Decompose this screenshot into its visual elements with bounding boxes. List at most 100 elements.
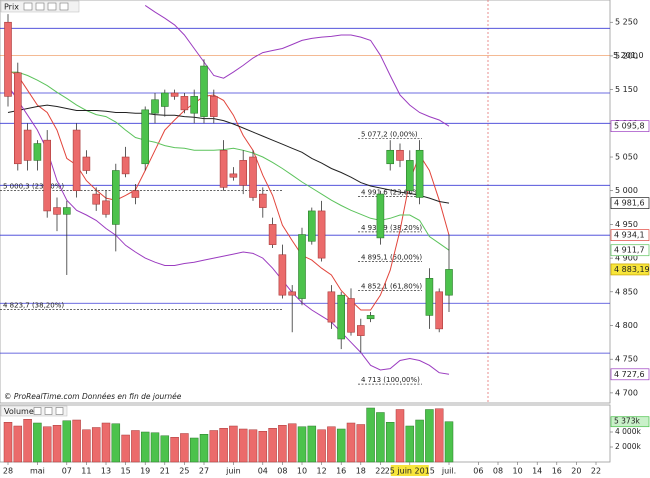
volume-bar [13,425,23,463]
candle-body [337,294,346,340]
volume-bar [238,428,248,463]
x-tick-label: 21 [160,467,170,476]
x-tick-label: 28 [3,467,13,476]
volume-bar [229,425,238,463]
x-tick-label: 16 [552,467,562,476]
candle-body [425,278,434,316]
volume-bar [434,408,444,463]
value-box-label: 4 911,7 [614,246,645,255]
fib-label: 5 077,2 (0,00%) [361,131,418,139]
y-tick-label: 4 000k [615,427,641,436]
y-tick-label: 5 150 [615,85,638,94]
fib-label: 4 991,6 (23,60%) [361,188,422,196]
tool-icon[interactable] [33,407,42,415]
volume-bar [376,412,385,463]
x-tick-label: 07 [62,467,72,476]
value-box-label: 4 883,19 [614,265,650,274]
volume-bar [180,433,189,463]
volume-bar [209,430,219,463]
x-tick-label: 18 [356,467,366,476]
candle-body [23,129,32,161]
candle-body [317,210,326,259]
candle-body [190,96,198,114]
candle-body [298,234,306,299]
y-tick-label: 2 000k [615,442,641,451]
volume-bar [356,424,366,463]
candle-body [170,92,179,97]
volume-bar [131,430,140,463]
candle-body [396,149,404,161]
volume-bar [101,422,111,463]
volume-bar [444,421,454,463]
candle-body [43,139,52,212]
candle-body [210,96,218,117]
value-box [610,368,650,381]
volume-bar [268,428,277,463]
volume-bar [111,423,121,463]
indicator-line [7,85,450,375]
x-tick-label: 25 juin 2015 [385,467,435,476]
tool-icon[interactable] [23,2,33,11]
volume-bar [3,422,13,463]
volume-bar [258,431,268,463]
fib-label: 4 852,1 (61,80%) [361,282,422,290]
y-tick-label: 4 850 [615,287,638,296]
volume-bar [336,428,346,463]
candle-body [307,210,316,242]
volume-bar [170,437,179,463]
volume-bar [297,426,307,463]
candle-body [356,325,365,336]
volume-bar [287,423,297,463]
volume-bar [91,427,101,463]
x-tick-label: 04 [258,467,268,476]
resistance-label: 5 201,0 [613,51,644,60]
candle-body [200,65,208,117]
candle-body [53,207,61,215]
x-tick-label: 22 [591,467,601,476]
x-tick-label: 10 [297,467,307,476]
x-tick-label: 15 [121,467,131,476]
price-panel [0,0,611,404]
x-tick-label: mai [30,467,45,476]
candle-body [62,207,71,215]
tool-icon[interactable] [47,2,57,11]
candle-body [347,298,355,333]
x-tick-label: 08 [493,467,503,476]
x-tick-label: 25 [179,467,189,476]
value-box-label: 4 981,6 [614,199,645,208]
volume-bar [82,429,91,463]
value-box-label: 5 373k [614,417,640,426]
x-tick-label: juil. [441,467,456,476]
candle-body [102,200,110,215]
candle-body [376,193,385,239]
tool-icon[interactable] [44,407,53,415]
candle-body [141,109,149,165]
volume-bar [425,409,434,463]
value-box [610,244,650,257]
candle-body [151,99,159,114]
tool-icon[interactable] [55,407,64,415]
volume-bar [405,425,415,463]
y-tick-label: 4 800 [615,321,638,330]
candle-body [366,315,375,320]
tool-icon[interactable] [59,2,69,11]
volume-bar [42,426,52,463]
volume-bar [317,429,326,463]
volume-bar [199,434,209,463]
value-box-label: 4 727,6 [614,370,645,379]
candle-body [415,149,424,198]
volume-bar [150,432,160,463]
indicator-line [7,69,450,311]
candle-body [112,170,120,225]
candle-body [435,291,444,330]
x-tick-label: 11 [81,467,91,476]
tool-icon[interactable] [35,2,45,11]
value-box [610,197,650,209]
candle-body [239,160,247,186]
volume-bar [415,419,424,463]
volume-bar [385,422,395,463]
candle-body [258,193,267,208]
x-tick-label: 12 [317,467,327,476]
candle-body [121,156,130,175]
